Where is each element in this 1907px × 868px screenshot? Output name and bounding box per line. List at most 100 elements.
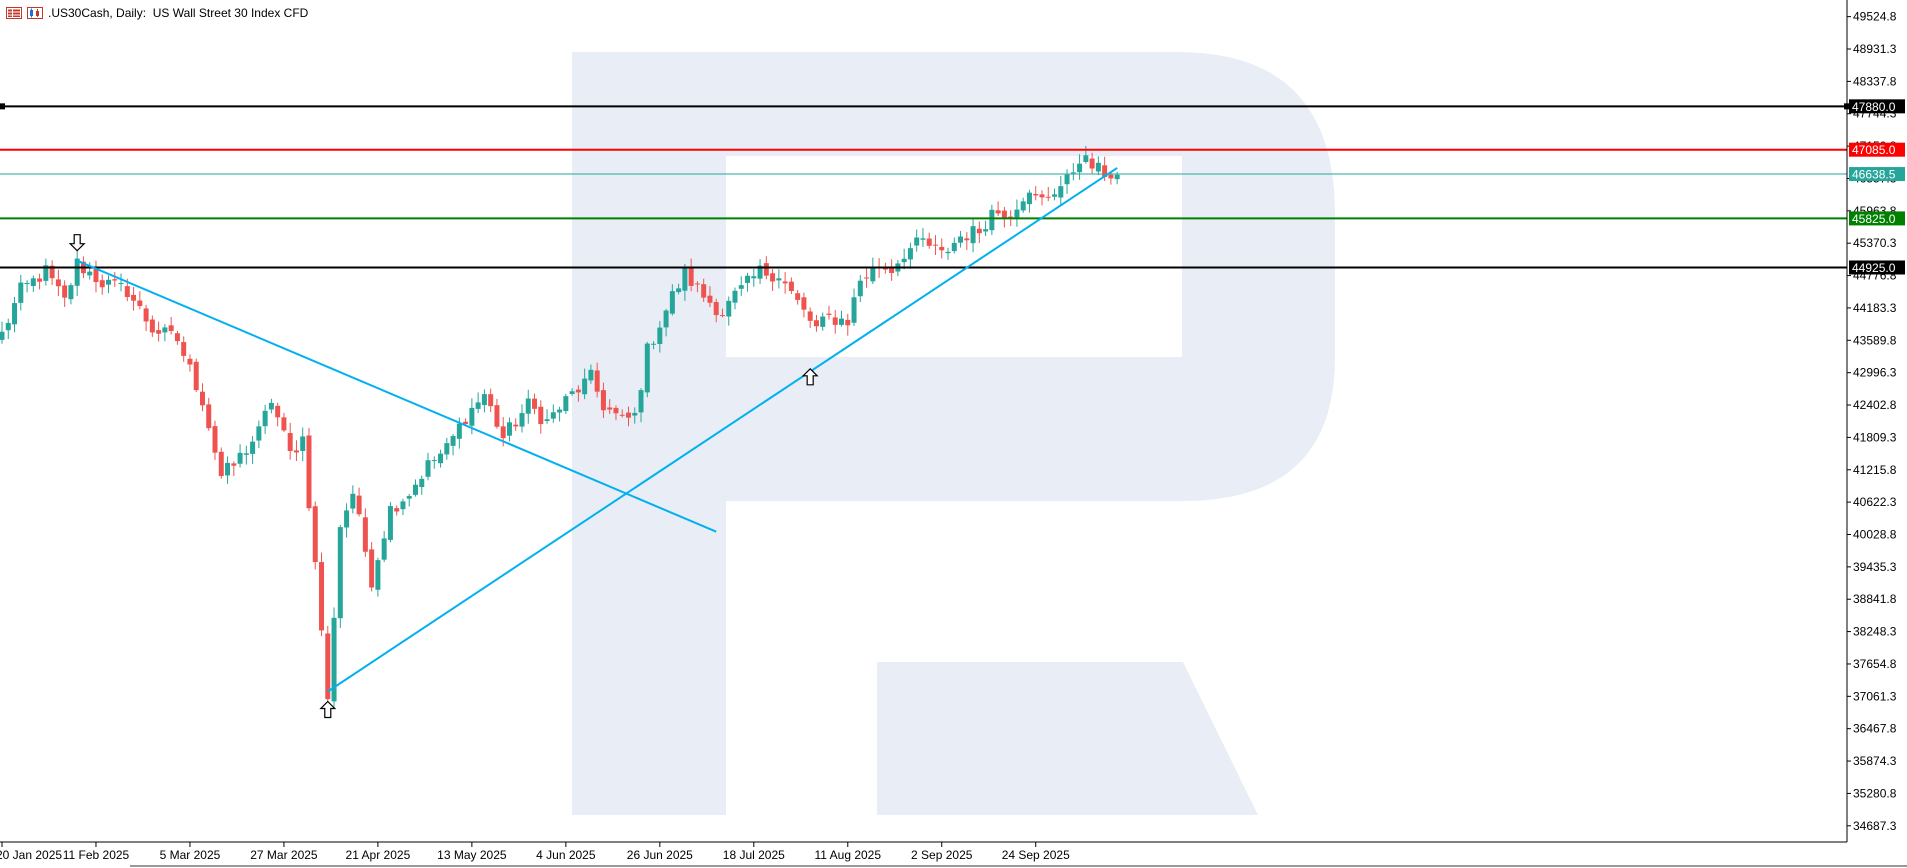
candle <box>394 505 400 516</box>
candle <box>532 393 538 415</box>
candle-body <box>701 284 707 298</box>
candle-body <box>143 308 149 322</box>
candle-body <box>807 311 813 321</box>
candle <box>250 435 256 465</box>
candle <box>519 404 525 433</box>
candle-body <box>751 276 757 279</box>
candle <box>231 461 237 476</box>
candle <box>319 552 325 637</box>
candle-body <box>914 237 920 246</box>
candle-body <box>713 302 719 316</box>
candle-body <box>187 358 193 365</box>
y-tick-label: 34687.3 <box>1853 819 1897 833</box>
candle-body <box>381 538 387 560</box>
trendlines <box>76 167 1118 693</box>
chart-header: .US30Cash, Daily: US Wall Street 30 Inde… <box>6 5 308 21</box>
y-tick-label: 41809.3 <box>1853 430 1897 444</box>
chart-list-icon[interactable] <box>6 7 22 19</box>
chart-type-icon[interactable] <box>27 7 43 19</box>
up-arrow-icon <box>319 700 337 719</box>
x-tick-label: 21 Apr 2025 <box>346 848 411 862</box>
candle <box>1070 163 1076 181</box>
candle-body <box>1008 216 1014 218</box>
x-axis: 20 Jan 2025 11 Feb 2025 5 Mar 2025 27 Mar 2… <box>0 842 1070 862</box>
candle-body <box>525 398 531 414</box>
x-tick-label: 4 Jun 2025 <box>536 848 596 862</box>
candle <box>663 308 669 337</box>
candle <box>149 315 155 337</box>
candle <box>5 318 11 340</box>
candle-body <box>1058 186 1064 198</box>
candle-body <box>851 297 857 323</box>
price-tags: 47880.0 47085.0 46638.5 45825.0 44925.0 <box>1849 99 1905 275</box>
y-tick-label: 49524.8 <box>1853 10 1897 24</box>
candle <box>638 388 644 423</box>
watermark-logo-leg <box>877 662 1258 815</box>
candle-body <box>112 279 118 281</box>
candle <box>600 382 606 418</box>
candle <box>381 531 387 563</box>
candle-body <box>1033 193 1039 196</box>
candle-body <box>319 562 325 631</box>
candle-body <box>832 317 838 325</box>
candle-body <box>826 313 832 315</box>
candle-body <box>788 281 794 291</box>
candle-body <box>1039 194 1045 198</box>
candle-body <box>55 279 61 287</box>
candle <box>864 267 870 288</box>
candle <box>1026 189 1032 213</box>
candle-body <box>989 209 995 231</box>
candle-body <box>400 501 406 510</box>
price-tag-label: 46638.5 <box>1852 168 1896 182</box>
candle-body <box>663 310 669 328</box>
candle-body <box>889 266 895 274</box>
candle <box>287 422 293 460</box>
candle-body <box>745 275 751 283</box>
candle <box>337 524 343 628</box>
candle <box>181 336 187 362</box>
candle <box>93 260 99 293</box>
x-tick-label: 20 Jan 2025 <box>0 848 62 862</box>
candle <box>1001 206 1007 228</box>
candle <box>1077 154 1083 180</box>
candle-body <box>1102 165 1108 178</box>
candle <box>676 283 682 295</box>
candle <box>168 317 174 335</box>
candle-body <box>425 460 431 477</box>
candle-body <box>557 409 563 413</box>
x-tick-label: 11 Feb 2025 <box>63 848 130 862</box>
candle <box>243 445 249 465</box>
candle-body <box>456 423 462 439</box>
candle <box>24 280 30 293</box>
candle <box>958 231 964 248</box>
candle <box>688 258 694 292</box>
candle-body <box>651 343 657 345</box>
candle <box>174 330 180 345</box>
candle <box>444 437 450 460</box>
candle-body <box>212 426 218 453</box>
candle <box>651 341 657 350</box>
candle-body <box>976 228 982 234</box>
candle-body <box>707 295 713 303</box>
candle-body <box>475 402 481 409</box>
candle-body <box>1052 194 1058 197</box>
candle-body <box>626 412 631 418</box>
candle <box>488 388 494 412</box>
candle-body <box>1114 174 1120 180</box>
candle <box>450 434 456 456</box>
candle-body <box>463 421 469 424</box>
candle <box>293 440 299 462</box>
y-tick-label: 44183.3 <box>1853 301 1897 315</box>
candle <box>851 288 857 326</box>
candle <box>907 242 913 269</box>
candle-body <box>193 361 199 391</box>
x-tick-label: 2 Sep 2025 <box>911 848 973 862</box>
candle <box>475 392 481 414</box>
candle-body <box>845 319 851 326</box>
candle-body <box>344 510 350 528</box>
candle <box>989 204 995 235</box>
candle-body <box>926 238 932 246</box>
candle-body <box>569 391 575 394</box>
candle-body <box>325 633 331 700</box>
